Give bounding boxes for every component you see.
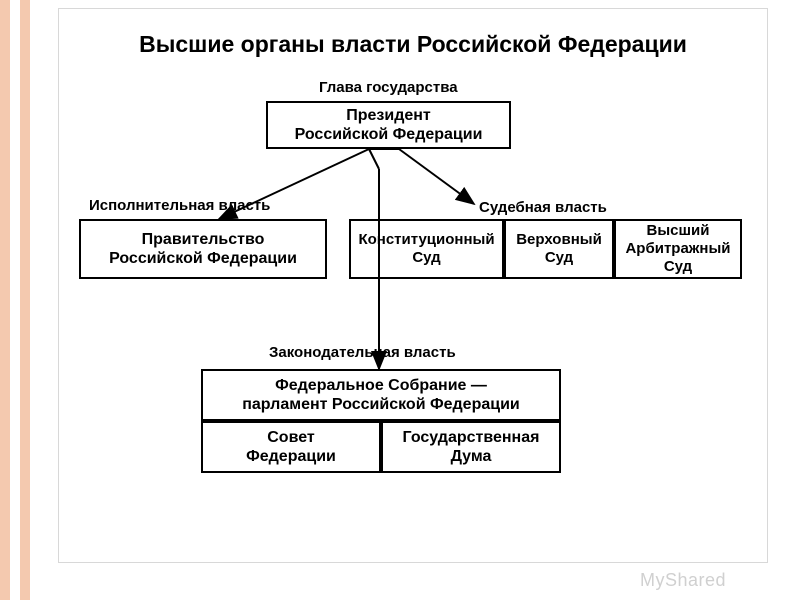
stripe-3 — [20, 0, 30, 600]
node-government: ПравительствоРоссийской Федерации — [79, 219, 327, 279]
node-constitutional-court: КонституционныйСуд — [349, 219, 504, 279]
node-arbitration-court: ВысшийАрбитражныйСуд — [614, 219, 742, 279]
stripe-1 — [0, 0, 10, 600]
watermark: MyShared — [640, 570, 726, 591]
node-federation-council: СоветФедерации — [201, 421, 381, 473]
label-legislative: Законодательная власть — [269, 344, 456, 361]
node-state-duma: ГосударственнаяДума — [381, 421, 561, 473]
diagram-area: Высшие органы власти Российской Федераци… — [58, 8, 768, 563]
stripe-2 — [10, 0, 20, 600]
node-president: ПрезидентРоссийской Федерации — [266, 101, 511, 149]
node-federal-assembly: Федеральное Собрание —парламент Российск… — [201, 369, 561, 421]
label-head-of-state: Глава государства — [319, 79, 458, 96]
diagram-title: Высшие органы власти Российской Федераци… — [59, 31, 767, 58]
stripe-4 — [30, 0, 40, 600]
label-judicial: Судебная власть — [479, 199, 607, 216]
label-executive: Исполнительная власть — [89, 197, 270, 214]
node-supreme-court: ВерховныйСуд — [504, 219, 614, 279]
